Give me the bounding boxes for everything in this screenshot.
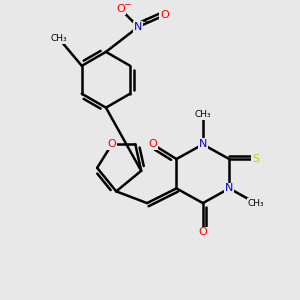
Text: N: N	[225, 183, 233, 194]
Text: O: O	[107, 140, 116, 149]
Text: CH₃: CH₃	[248, 199, 264, 208]
Text: O: O	[160, 10, 169, 20]
Text: N: N	[134, 22, 142, 32]
Text: O: O	[199, 227, 207, 238]
Text: −: −	[123, 0, 131, 8]
Text: CH₃: CH₃	[51, 34, 67, 43]
Text: O: O	[148, 140, 157, 149]
Text: S: S	[252, 154, 259, 164]
Text: O: O	[116, 4, 125, 14]
Text: +: +	[141, 17, 148, 26]
Text: CH₃: CH₃	[194, 110, 211, 119]
Text: N: N	[199, 140, 207, 149]
